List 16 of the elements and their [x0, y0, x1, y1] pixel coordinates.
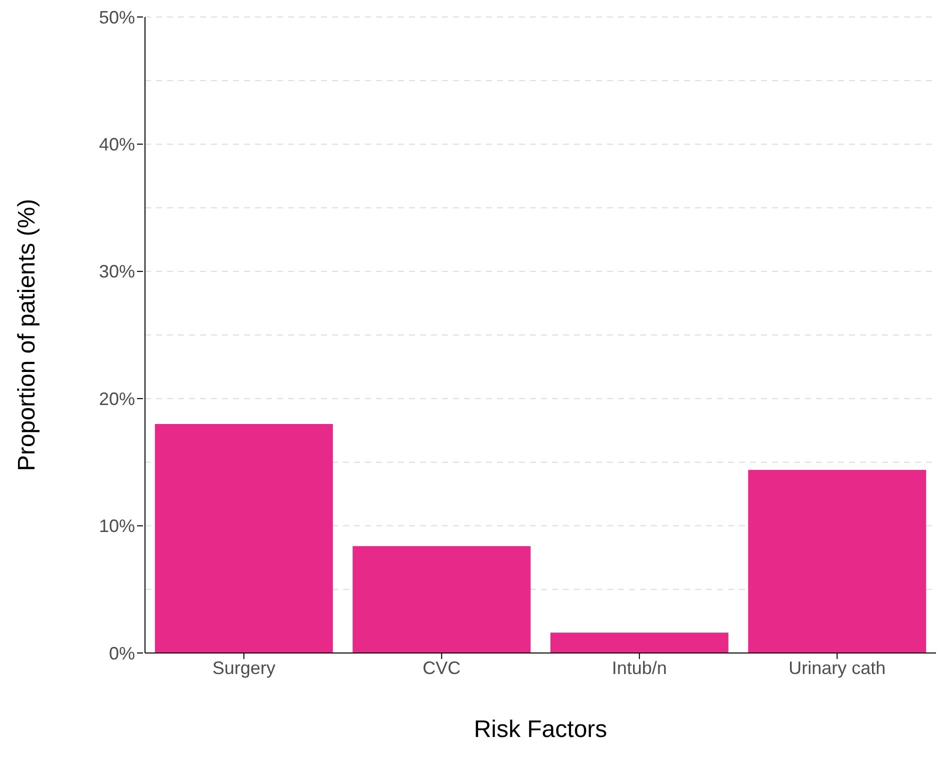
x-axis-title: Risk Factors [474, 716, 608, 743]
bar [352, 546, 531, 653]
bar [748, 470, 926, 653]
x-tick-label: Urinary cath [788, 658, 886, 678]
y-axis-title: Proportion of patients (%) [14, 198, 41, 472]
x-tick-label: Surgery [212, 658, 276, 678]
y-tick-label: 10% [98, 516, 135, 536]
x-tick-label: CVC [422, 658, 461, 678]
y-tick-label: 50% [98, 7, 135, 28]
bar [154, 424, 333, 653]
y-tick-label: 40% [98, 134, 135, 154]
x-tick-label: Intub/n [612, 658, 667, 678]
y-tick-label: 30% [98, 262, 135, 282]
bar [550, 632, 728, 653]
y-tick-label: 20% [98, 388, 135, 409]
y-tick-label: 0% [108, 643, 135, 664]
